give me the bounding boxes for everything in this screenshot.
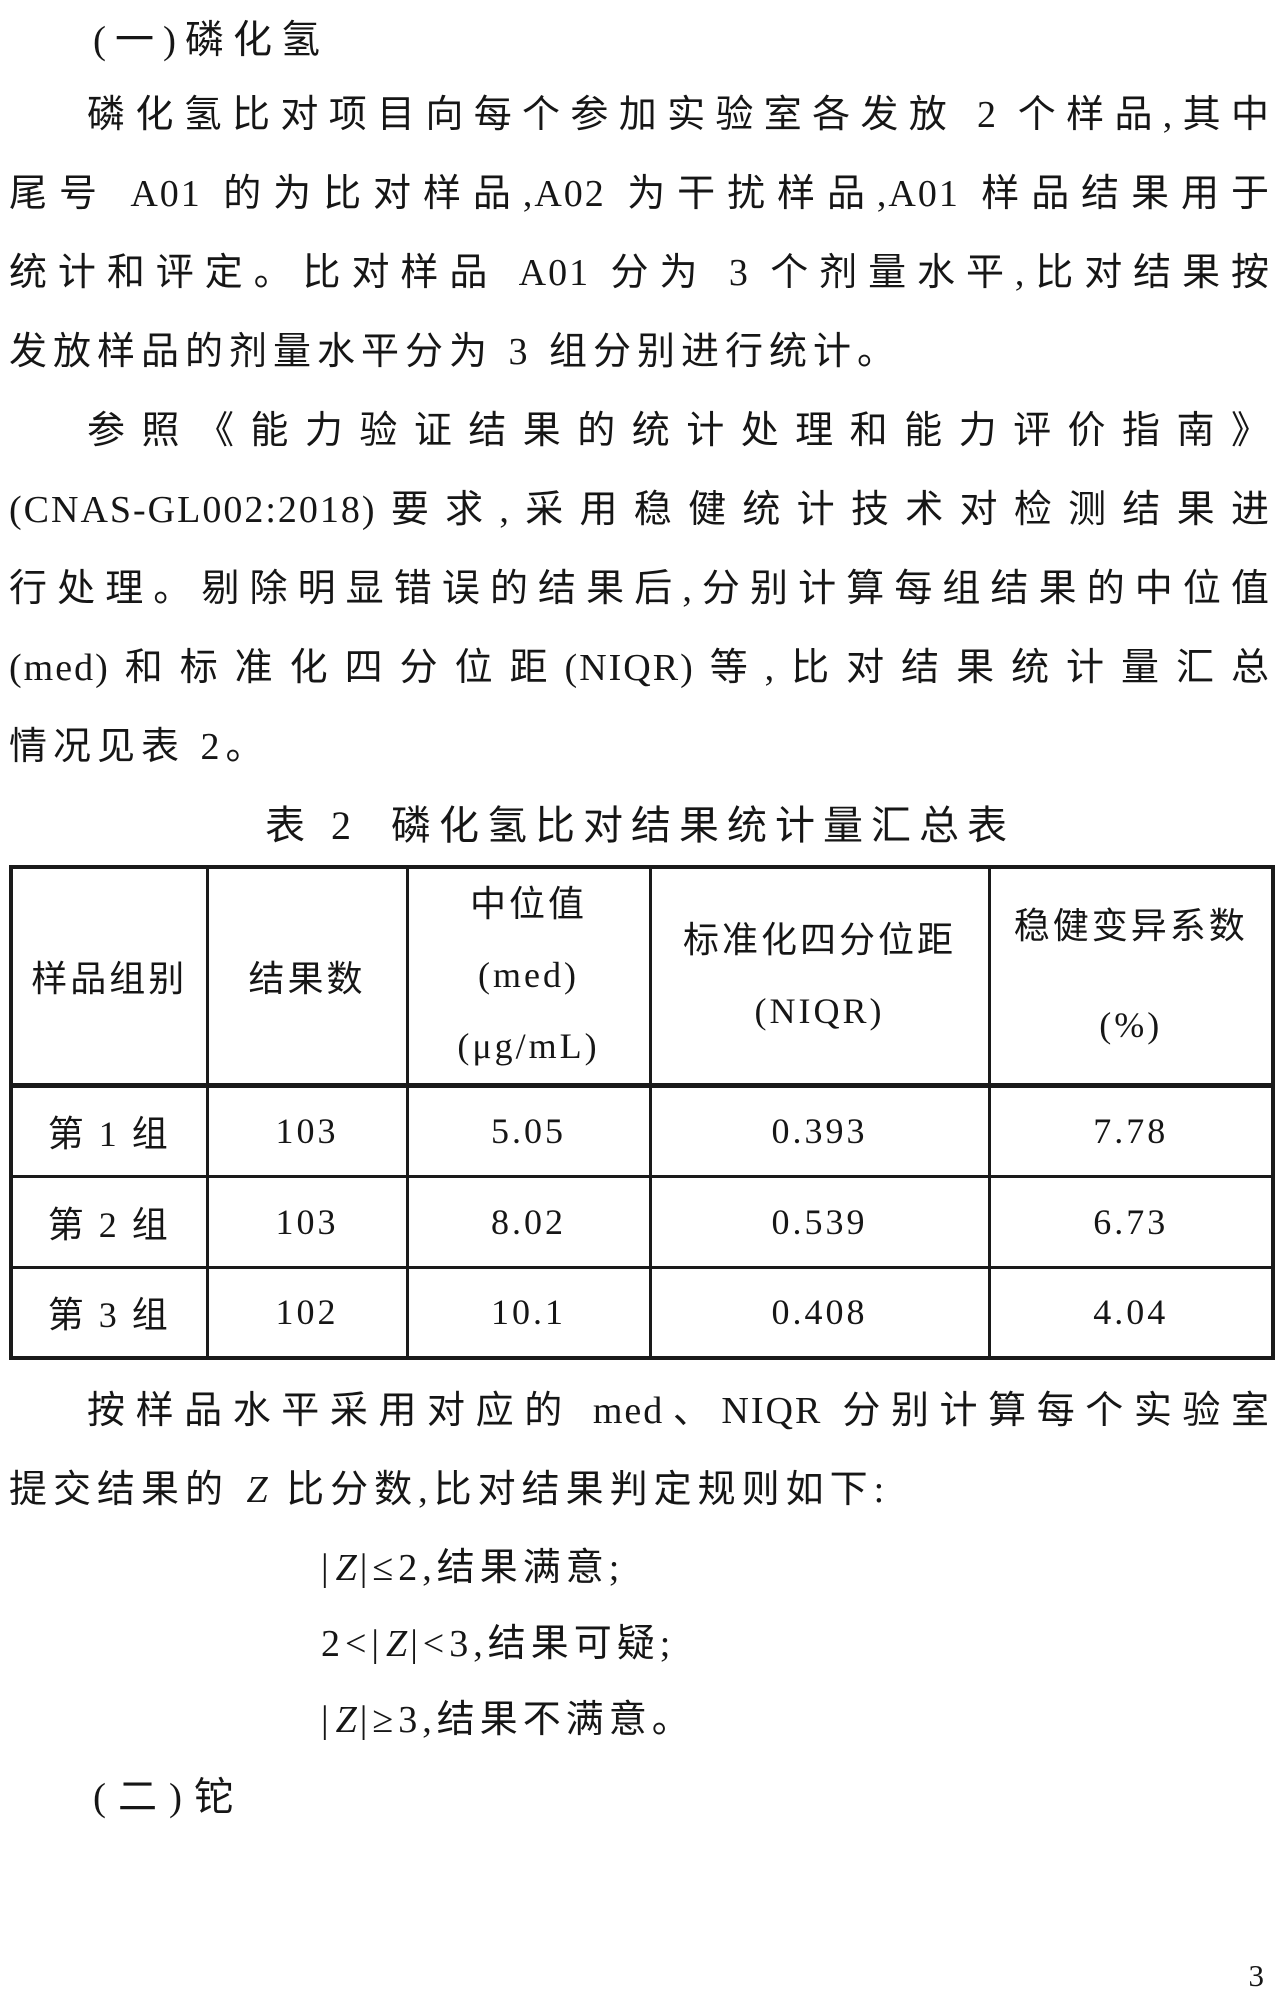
header-median-line2: (med) xyxy=(478,955,579,996)
cell-cv: 7.78 xyxy=(987,1083,1275,1178)
header-niqr: 标准化四分位距 (NIQR) xyxy=(648,865,991,1088)
header-niqr-line1: 标准化四分位距 xyxy=(682,919,956,960)
paragraph-2: 参照《能力验证结果的统计处理和能力评价指南》 (CNAS-GL002:2018)… xyxy=(9,392,1271,787)
header-robust-cv-line1: 稳健变异系数 xyxy=(1013,905,1248,946)
cell-median: 10.1 xyxy=(405,1265,652,1360)
rule3-post: |≥3,结果不满意。 xyxy=(359,1699,695,1741)
z-rule-unsatisfactory: |Z|≥3,结果不满意。 xyxy=(9,1682,1271,1758)
paragraph-1: 磷化氢比对项目向每个参加实验室各发放 2 个样品,其中 尾号 A01 的为比对样… xyxy=(9,76,1271,392)
cell-count: 102 xyxy=(205,1265,409,1360)
cell-group: 第 2 组 xyxy=(9,1174,209,1269)
cell-group: 第 1 组 xyxy=(9,1083,209,1178)
header-niqr-line2: (NIQR) xyxy=(754,990,885,1031)
cell-cv: 6.73 xyxy=(987,1174,1275,1269)
table-caption-label: 表 2 xyxy=(265,803,359,848)
para3-line-2: 提交结果的 Z 比分数,比对结果判定规则如下: xyxy=(9,1451,1271,1530)
table-row: 第 1 组 103 5.05 0.393 7.78 xyxy=(9,1083,1275,1178)
para2-line-5: 情况见表 2。 xyxy=(9,726,270,768)
para1-line-3: 统计和评定。比对样品 A01 分为 3 个剂量水平,比对结果按 xyxy=(9,252,1271,294)
rule1-post: |≤2,结果满意; xyxy=(359,1547,625,1589)
cell-median: 5.05 xyxy=(405,1083,652,1178)
para3-line-1: 按样品水平采用对应的 med、NIQR 分别计算每个实验室 xyxy=(87,1390,1271,1432)
table-row: 第 3 组 102 10.1 0.408 4.04 xyxy=(9,1265,1275,1360)
z-rule-satisfactory: |Z|≤2,结果满意; xyxy=(9,1530,1271,1606)
para1-line-2: 尾号 A01 的为比对样品,A02 为干扰样品,A01 样品结果用于 xyxy=(9,173,1271,215)
rule3-pre: | xyxy=(321,1699,334,1741)
para2-line-3: 行处理。剔除明显错误的结果后,分别计算每组结果的中位值 xyxy=(9,568,1271,610)
z-score-symbol: Z xyxy=(246,1469,269,1511)
para1-line-1: 磷化氢比对项目向每个参加实验室各发放 2 个样品,其中 xyxy=(87,94,1271,136)
header-median-line1: 中位值 xyxy=(469,884,587,925)
statistics-table: 样品组别 结果数 中位值 (med) (μg/mL) 标准化四分位距 (NIQR… xyxy=(9,865,1275,1360)
header-median: 中位值 (med) (μg/mL) xyxy=(405,865,652,1088)
z-rule-questionable: 2<|Z|<3,结果可疑; xyxy=(9,1606,1271,1682)
cell-group: 第 3 组 xyxy=(9,1265,209,1360)
section-heading-1: (一)磷化氢 xyxy=(93,19,329,62)
para3-line-2-post: 比分数,比对结果判定规则如下: xyxy=(270,1469,891,1511)
header-sample-group: 样品组别 xyxy=(9,865,209,1088)
cell-median: 8.02 xyxy=(405,1174,652,1269)
header-result-count: 结果数 xyxy=(205,865,409,1088)
cell-count: 103 xyxy=(205,1174,409,1269)
cell-cv: 4.04 xyxy=(987,1265,1275,1360)
paragraph-3: 按样品水平采用对应的 med、NIQR 分别计算每个实验室 提交结果的 Z 比分… xyxy=(9,1372,1271,1530)
table-header-row: 样品组别 结果数 中位值 (med) (μg/mL) 标准化四分位距 (NIQR… xyxy=(9,865,1275,1088)
para2-line-2: (CNAS-GL002:2018)要求,采用稳健统计技术对检测结果进 xyxy=(9,489,1271,531)
table-caption-title: 磷化氢比对结果统计量汇总表 xyxy=(391,803,1015,848)
para3-line-2-pre: 提交结果的 xyxy=(9,1469,245,1511)
cell-niqr: 0.539 xyxy=(648,1174,991,1269)
rule2-post: |<3,结果可疑; xyxy=(410,1623,676,1665)
para2-line-1: 参照《能力验证结果的统计处理和能力评价指南》 xyxy=(87,410,1271,452)
page-number: 3 xyxy=(1248,1958,1265,1993)
para1-line-4: 发放样品的剂量水平分为 3 组分别进行统计。 xyxy=(9,331,902,373)
table-row: 第 2 组 103 8.02 0.539 6.73 xyxy=(9,1174,1275,1269)
z-symbol: Z xyxy=(335,1699,358,1741)
para2-line-4: (med)和标准化四分位距(NIQR)等,比对结果统计量汇总 xyxy=(9,647,1271,689)
table-caption: 表 2 磷化氢比对结果统计量汇总表 xyxy=(9,787,1271,865)
cell-count: 103 xyxy=(205,1083,409,1178)
header-median-line3: (μg/mL) xyxy=(457,1026,600,1067)
z-symbol: Z xyxy=(335,1547,358,1589)
cell-niqr: 0.393 xyxy=(648,1083,991,1178)
z-symbol: Z xyxy=(386,1623,409,1665)
header-robust-cv: 稳健变异系数 (%) xyxy=(987,865,1275,1088)
rule1-pre: | xyxy=(321,1547,334,1589)
rule2-pre: 2<| xyxy=(321,1623,385,1665)
section-heading-2: (二)铊 xyxy=(93,1776,245,1819)
cell-niqr: 0.408 xyxy=(648,1265,991,1360)
header-robust-cv-line2: (%) xyxy=(1099,1004,1163,1045)
z-rules-list: |Z|≤2,结果满意; 2<|Z|<3,结果可疑; |Z|≥3,结果不满意。 xyxy=(9,1530,1271,1758)
